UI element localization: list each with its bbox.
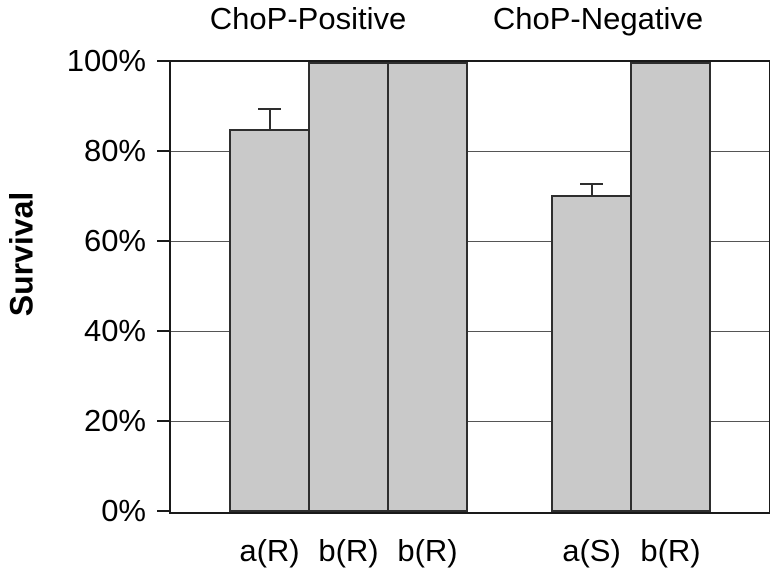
y-tick-label: 0%: [101, 493, 146, 528]
y-tick: [157, 330, 169, 332]
y-tick: [157, 60, 169, 62]
group-label-chop-positive: ChoP-Positive: [209, 1, 407, 36]
x-category-label: a(R): [239, 533, 300, 568]
plot-area: [169, 60, 770, 514]
error-bar-stem: [269, 109, 271, 129]
x-category-label: b(R): [318, 533, 379, 568]
x-category-label: b(R): [640, 533, 701, 568]
gridline: [171, 331, 769, 332]
y-tick-label: 60%: [83, 223, 146, 258]
bar: [630, 62, 711, 512]
group-label-chop-negative: ChoP-Negative: [492, 1, 704, 36]
x-category-label: b(R): [397, 533, 458, 568]
y-tick: [157, 150, 169, 152]
y-tick-label: 40%: [83, 313, 146, 348]
bar: [551, 195, 632, 512]
y-tick: [157, 510, 169, 512]
y-tick-label: 20%: [83, 403, 146, 438]
bar: [229, 129, 310, 512]
gridline: [171, 421, 769, 422]
y-tick: [157, 240, 169, 242]
bar: [387, 62, 468, 512]
error-bar-stem: [591, 184, 593, 195]
y-tick: [157, 420, 169, 422]
y-tick-label: 100%: [66, 43, 146, 78]
y-tick-label: 80%: [83, 133, 146, 168]
error-bar-cap: [258, 108, 281, 110]
x-category-label: a(S): [562, 533, 621, 568]
error-bar-cap: [580, 183, 603, 185]
gridline: [171, 151, 769, 152]
bar: [308, 62, 389, 512]
gridline: [171, 241, 769, 242]
